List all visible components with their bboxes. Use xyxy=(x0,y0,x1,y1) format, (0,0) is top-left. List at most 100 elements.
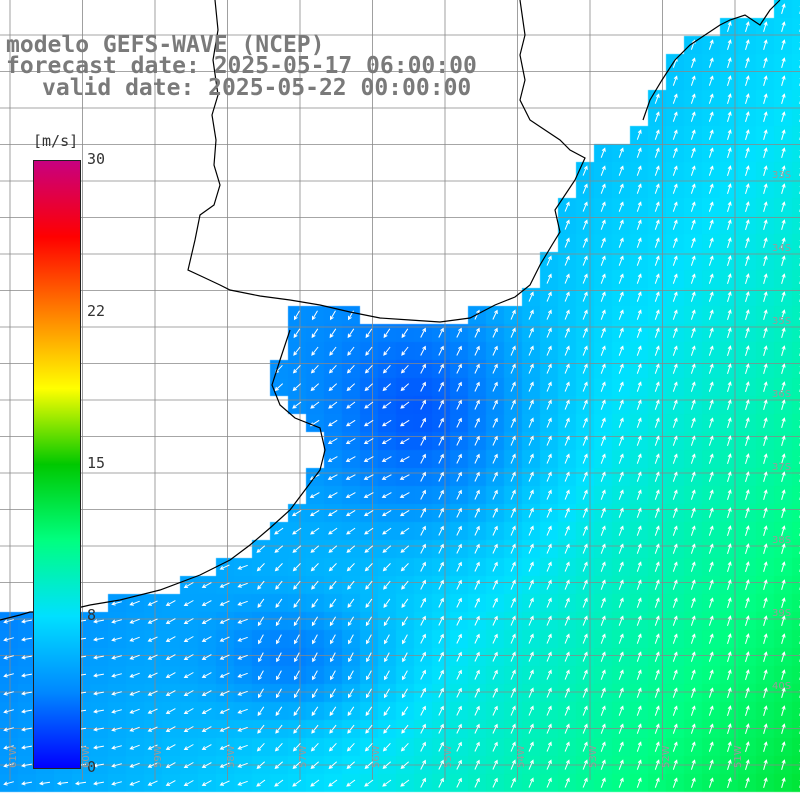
wind-arrow xyxy=(147,618,158,624)
wind-arrow xyxy=(781,255,786,266)
wind-arrow xyxy=(438,777,444,788)
wind-arrow xyxy=(600,435,606,446)
wind-arrow xyxy=(690,111,696,122)
wind-arrow xyxy=(456,651,462,662)
wind-arrow xyxy=(420,741,426,752)
wind-arrow xyxy=(329,616,337,627)
wind-arrow xyxy=(708,183,714,194)
wind-arrow xyxy=(672,255,678,266)
wind-arrow xyxy=(546,471,552,482)
wind-arrow xyxy=(672,705,678,716)
wind-arrow xyxy=(363,438,374,445)
wind-arrow xyxy=(276,652,282,663)
wind-arrow xyxy=(781,129,786,140)
wind-arrow xyxy=(274,545,284,553)
wind-arrow xyxy=(401,580,409,590)
wind-arrow xyxy=(672,399,678,410)
wind-arrow xyxy=(237,708,248,714)
wind-arrow xyxy=(708,345,714,356)
wind-arrow xyxy=(654,561,660,572)
wind-arrow xyxy=(636,147,642,158)
wind-arrow xyxy=(438,507,444,518)
wind-arrow xyxy=(292,545,302,553)
wind-arrow xyxy=(708,705,714,716)
wind-arrow xyxy=(708,741,714,752)
wind-arrow xyxy=(438,687,444,698)
wind-arrow xyxy=(401,724,409,734)
wind-arrow xyxy=(546,381,552,392)
wind-arrow xyxy=(366,670,372,681)
wind-arrow xyxy=(582,363,588,374)
wind-arrow xyxy=(727,669,732,680)
wind-arrow xyxy=(618,597,624,608)
wind-arrow xyxy=(456,579,462,590)
wind-arrow xyxy=(763,633,768,644)
wind-arrow xyxy=(274,742,283,752)
wind-arrow xyxy=(745,219,750,230)
wind-arrow xyxy=(600,345,606,356)
wind-arrow xyxy=(654,219,660,230)
wind-arrow xyxy=(763,93,768,104)
wind-arrow xyxy=(363,492,374,498)
wind-arrow xyxy=(564,309,570,320)
wind-arrow xyxy=(330,652,336,663)
latitude-label: 35S xyxy=(772,316,792,327)
wind-arrow xyxy=(763,165,768,176)
wind-arrow xyxy=(528,723,534,734)
wind-arrow xyxy=(293,616,301,627)
wind-arrow xyxy=(708,561,714,572)
wind-arrow xyxy=(382,545,392,553)
wind-arrow xyxy=(383,616,391,627)
wind-arrow xyxy=(510,633,516,644)
wind-arrow xyxy=(309,509,320,517)
wind-arrow xyxy=(183,762,194,769)
longitude-label: 51W xyxy=(733,745,744,768)
wind-arrow xyxy=(690,525,696,536)
wind-arrow xyxy=(546,489,552,500)
wind-arrow xyxy=(582,381,588,392)
wind-arrow xyxy=(147,690,158,696)
wind-arrow xyxy=(438,597,444,608)
wind-arrow xyxy=(275,598,283,608)
wind-arrow xyxy=(546,759,552,770)
wind-arrow xyxy=(3,673,14,678)
wind-arrow xyxy=(456,345,462,356)
wind-arrow xyxy=(438,723,444,734)
wind-arrow xyxy=(727,111,732,122)
wind-arrow xyxy=(474,435,480,446)
wind-arrow xyxy=(745,255,750,266)
wind-arrow xyxy=(274,527,284,535)
wind-arrow xyxy=(708,309,714,320)
wind-arrow xyxy=(347,706,355,717)
wind-arrow xyxy=(672,129,678,140)
wind-arrow xyxy=(381,474,392,480)
wind-arrow xyxy=(147,744,158,750)
wind-arrow xyxy=(438,543,444,554)
wind-arrow xyxy=(56,781,69,786)
wind-arrow xyxy=(528,579,534,590)
wind-arrow xyxy=(582,759,588,770)
wind-arrow xyxy=(636,273,642,284)
wind-arrow xyxy=(219,744,230,750)
wind-arrow xyxy=(347,598,355,608)
wind-arrow xyxy=(672,525,678,536)
wind-arrow xyxy=(364,401,374,409)
wind-arrow xyxy=(474,669,480,680)
wind-arrow xyxy=(636,327,642,338)
wind-arrow xyxy=(690,669,696,680)
wind-arrow xyxy=(348,652,354,663)
wind-arrow xyxy=(600,237,606,248)
wind-arrow xyxy=(708,489,714,500)
wind-arrow xyxy=(564,561,570,572)
wind-arrow xyxy=(276,670,282,681)
wind-arrow xyxy=(781,75,786,86)
wind-arrow xyxy=(672,345,678,356)
wind-arrow xyxy=(420,687,426,698)
wind-arrow xyxy=(564,237,570,248)
wind-arrow xyxy=(708,777,714,788)
wind-arrow xyxy=(636,399,642,410)
wind-arrow xyxy=(256,563,265,572)
wind-arrow xyxy=(727,777,732,788)
wind-arrow xyxy=(582,237,588,248)
wind-arrow xyxy=(654,633,660,644)
